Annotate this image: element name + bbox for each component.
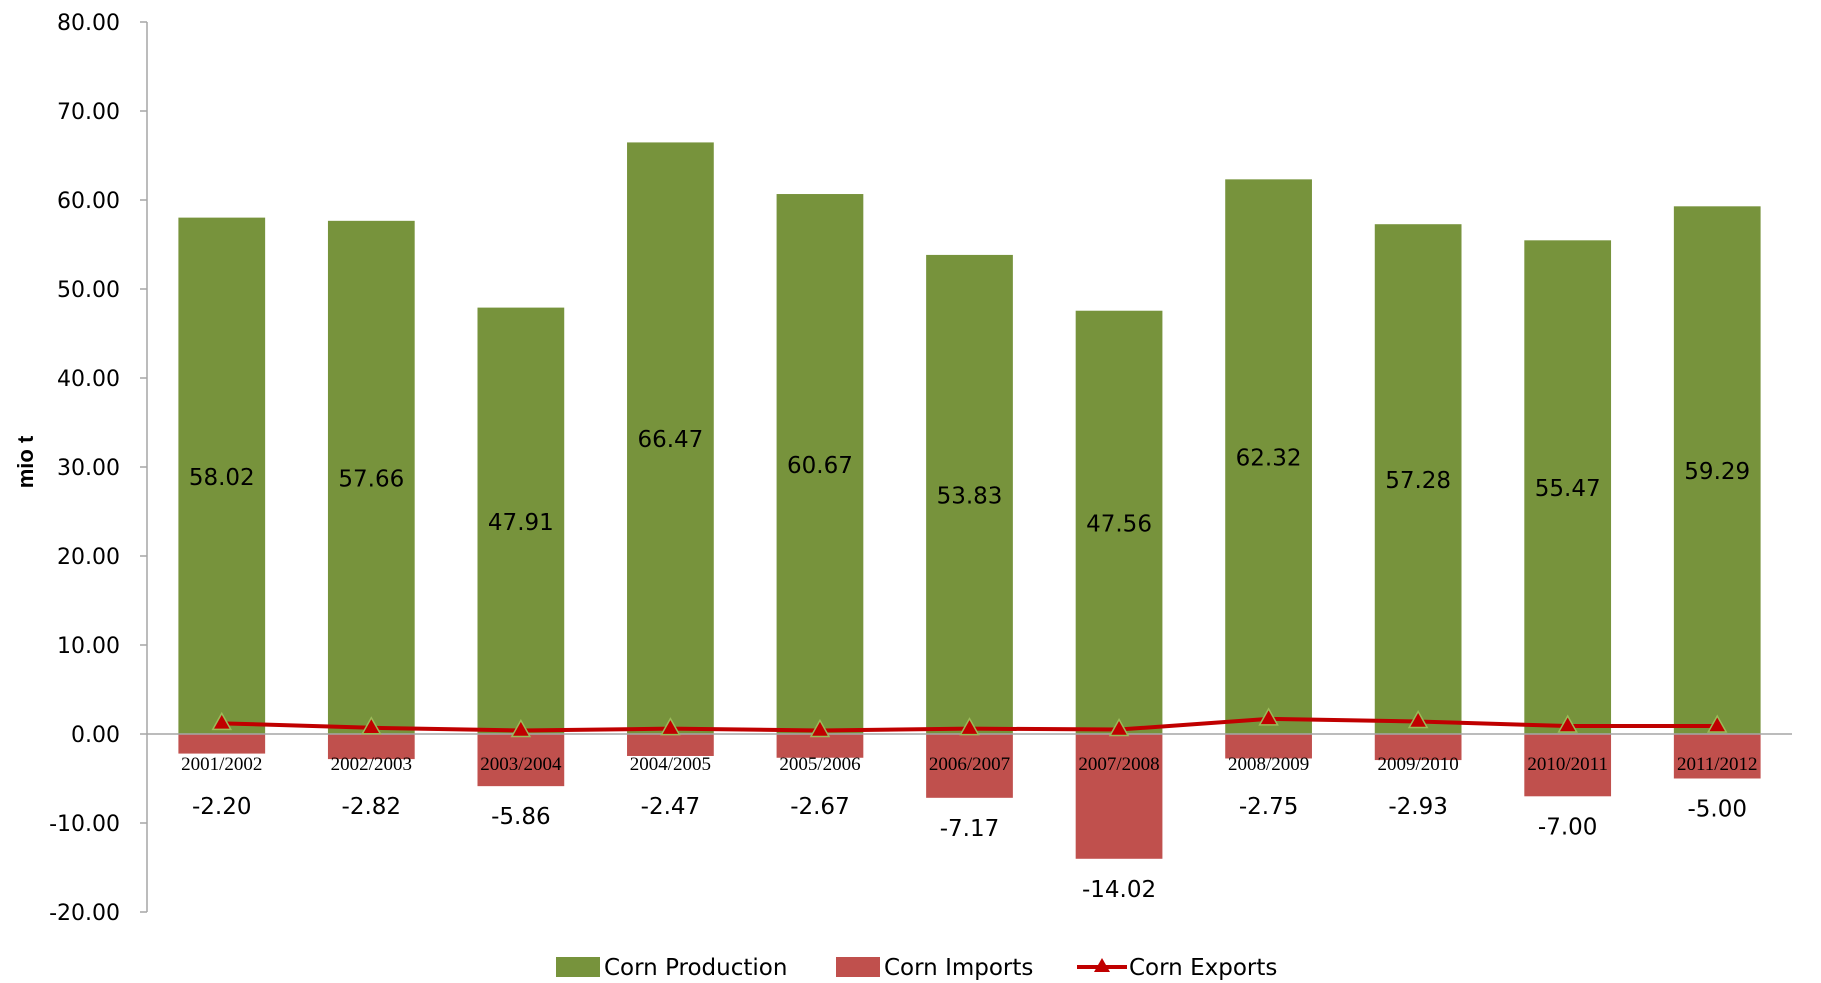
legend-marker-exports <box>1094 958 1110 972</box>
import-bars <box>178 734 1761 859</box>
production-labels: 58.02 57.66 47.91 66.47 60.67 53.83 47.56 62.32… <box>189 427 1750 537</box>
y-tick-label: 50.00 <box>57 278 120 303</box>
y-tick-label: 20.00 <box>57 545 120 570</box>
import-data-label: -7.17 <box>940 816 1000 842</box>
import-bar <box>1524 734 1612 797</box>
import-data-label: -2.93 <box>1388 794 1448 820</box>
y-tick-label: 30.00 <box>57 456 120 481</box>
legend-label-production: Corn Production <box>604 955 787 981</box>
import-bar <box>477 734 565 787</box>
exports-point <box>1108 718 1130 737</box>
import-data-label: -5.86 <box>491 804 551 830</box>
production-data-label: 47.91 <box>488 510 554 536</box>
production-data-label: 66.47 <box>637 427 703 453</box>
x-category-label: 2008/2009 <box>1228 754 1309 775</box>
production-bar <box>327 220 415 735</box>
exports-point <box>959 717 980 736</box>
x-category-label: 2003/2004 <box>480 754 562 775</box>
exports-point <box>1706 714 1728 733</box>
production-bar <box>1374 224 1462 734</box>
exports-point <box>211 711 233 731</box>
y-axis-label: mio t <box>13 435 38 488</box>
import-data-label: -2.47 <box>641 794 701 820</box>
import-bar <box>178 734 266 754</box>
production-data-label: 60.67 <box>787 453 853 479</box>
production-data-label: 59.29 <box>1684 459 1750 485</box>
import-data-label: -14.02 <box>1082 877 1156 903</box>
production-data-label: 53.83 <box>937 483 1003 509</box>
x-category-label: 2007/2008 <box>1078 754 1159 775</box>
production-data-label: 47.56 <box>1086 511 1152 537</box>
x-category-label: 2010/2011 <box>1527 754 1608 775</box>
import-bar <box>1374 734 1462 761</box>
legend: Corn Production Corn Imports Corn Export… <box>556 955 1277 981</box>
legend-label-imports: Corn Imports <box>884 955 1033 981</box>
production-bar <box>1524 240 1612 734</box>
import-labels: -2.20 -2.82 -5.86 -2.47 -2.67 -7.17 -14.02 -2.7… <box>192 794 1747 903</box>
production-bar <box>477 307 565 734</box>
import-bar <box>1075 734 1163 859</box>
production-bar <box>926 254 1013 734</box>
import-bar <box>1673 734 1761 779</box>
y-tick-label: 10.00 <box>57 634 120 659</box>
exports-point <box>510 718 532 738</box>
x-category-label: 2002/2003 <box>331 754 412 775</box>
import-data-label: -2.75 <box>1239 794 1299 820</box>
import-data-label: -2.20 <box>192 794 252 820</box>
legend-swatch-production <box>556 957 600 977</box>
y-axis-ticks: 80.00 70.00 60.00 50.00 40.00 30.00 20.00 10.00… <box>49 11 147 926</box>
production-bar <box>178 217 266 734</box>
import-bar <box>926 734 1013 798</box>
exports-series <box>211 707 1728 738</box>
x-category-label: 2006/2007 <box>929 754 1010 775</box>
y-tick-label: -10.00 <box>49 812 120 837</box>
import-bar <box>327 734 415 760</box>
import-bar <box>776 734 864 758</box>
production-bar <box>1225 179 1312 735</box>
exports-point <box>660 717 681 736</box>
legend-swatch-imports <box>836 957 880 977</box>
legend-label-exports: Corn Exports <box>1129 955 1277 981</box>
import-data-label: -2.67 <box>790 794 850 820</box>
exports-point <box>1407 710 1429 729</box>
import-data-label: -7.00 <box>1538 814 1598 840</box>
production-data-label: 62.32 <box>1236 446 1302 472</box>
y-tick-label: 40.00 <box>57 367 120 392</box>
x-category-label: 2009/2010 <box>1377 754 1458 775</box>
x-category-label: 2004/2005 <box>630 754 711 775</box>
production-data-label: 57.66 <box>338 466 404 492</box>
production-bars <box>178 142 1761 735</box>
production-data-label: 58.02 <box>189 465 255 491</box>
exports-point <box>361 716 382 735</box>
y-tick-label: 0.00 <box>71 723 120 748</box>
y-tick-label: 60.00 <box>57 189 120 214</box>
production-data-label: 55.47 <box>1535 476 1601 502</box>
x-category-label: 2001/2002 <box>181 754 262 775</box>
production-bar <box>1075 310 1163 734</box>
y-tick-label: 70.00 <box>57 100 120 125</box>
x-category-label: 2011/2012 <box>1677 754 1758 775</box>
production-data-label: 57.28 <box>1385 468 1451 494</box>
production-bar <box>627 142 714 735</box>
x-axis-categories: 2001/2002 2002/2003 2003/2004 2004/2005 2005… <box>181 754 1757 775</box>
exports-point <box>1557 714 1578 733</box>
exports-point <box>809 718 831 738</box>
import-data-label: -5.00 <box>1687 797 1747 823</box>
import-bar <box>627 734 714 756</box>
production-bar <box>1673 206 1761 735</box>
production-bar <box>776 194 864 735</box>
x-category-label: 2005/2006 <box>779 754 860 775</box>
y-tick-label: -20.00 <box>49 901 120 926</box>
y-tick-label: 80.00 <box>57 11 120 36</box>
import-data-label: -2.82 <box>342 794 402 820</box>
import-bar <box>1225 734 1312 759</box>
exports-point <box>1258 707 1279 726</box>
